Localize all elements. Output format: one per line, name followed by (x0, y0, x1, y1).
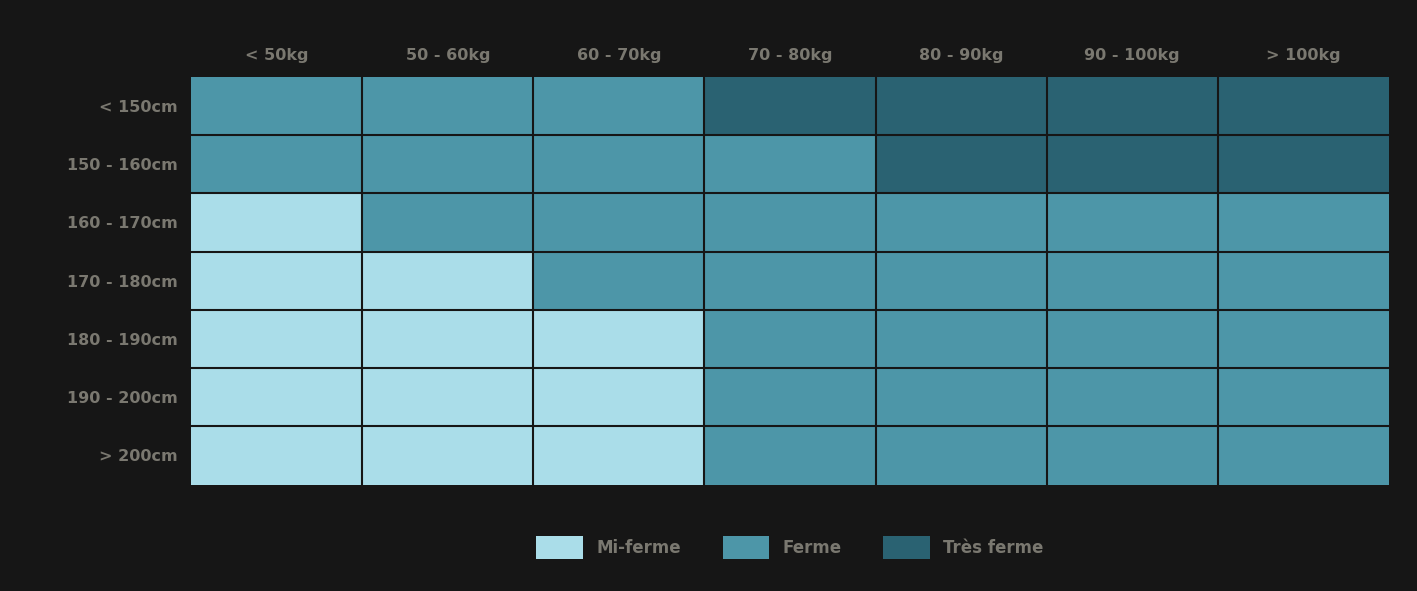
Bar (876, 426, 1047, 485)
Bar (1047, 193, 1217, 252)
Bar (876, 77, 1047, 135)
Bar (533, 135, 704, 193)
Bar (1217, 193, 1389, 252)
Bar (533, 193, 704, 252)
Bar (533, 368, 704, 426)
Bar (533, 77, 704, 135)
Bar (1047, 252, 1217, 310)
Bar (191, 193, 363, 252)
Bar (533, 310, 704, 368)
Bar (191, 77, 363, 135)
Bar (363, 77, 533, 135)
Bar (876, 368, 1047, 426)
Bar (363, 135, 533, 193)
Bar (1217, 368, 1389, 426)
Bar (876, 135, 1047, 193)
Bar (533, 252, 704, 310)
Bar (704, 368, 876, 426)
Bar (191, 135, 363, 193)
Bar (1217, 135, 1389, 193)
Bar (363, 368, 533, 426)
Legend: Mi-ferme, Ferme, Très ferme: Mi-ferme, Ferme, Très ferme (530, 529, 1050, 566)
Bar (1217, 310, 1389, 368)
Bar (876, 193, 1047, 252)
Bar (363, 426, 533, 485)
Bar (363, 252, 533, 310)
Bar (191, 426, 363, 485)
Bar (1047, 426, 1217, 485)
Bar (876, 310, 1047, 368)
Bar (191, 310, 363, 368)
Bar (533, 426, 704, 485)
Bar (1047, 77, 1217, 135)
Bar (363, 193, 533, 252)
Bar (704, 193, 876, 252)
Bar (1217, 252, 1389, 310)
Bar (876, 252, 1047, 310)
Bar (1047, 368, 1217, 426)
Bar (1047, 310, 1217, 368)
Bar (704, 310, 876, 368)
Bar (1047, 135, 1217, 193)
Bar (191, 252, 363, 310)
Bar (1217, 77, 1389, 135)
Bar (704, 252, 876, 310)
Bar (704, 135, 876, 193)
Bar (191, 368, 363, 426)
Bar (704, 426, 876, 485)
Bar (363, 310, 533, 368)
Bar (704, 77, 876, 135)
Bar (1217, 426, 1389, 485)
